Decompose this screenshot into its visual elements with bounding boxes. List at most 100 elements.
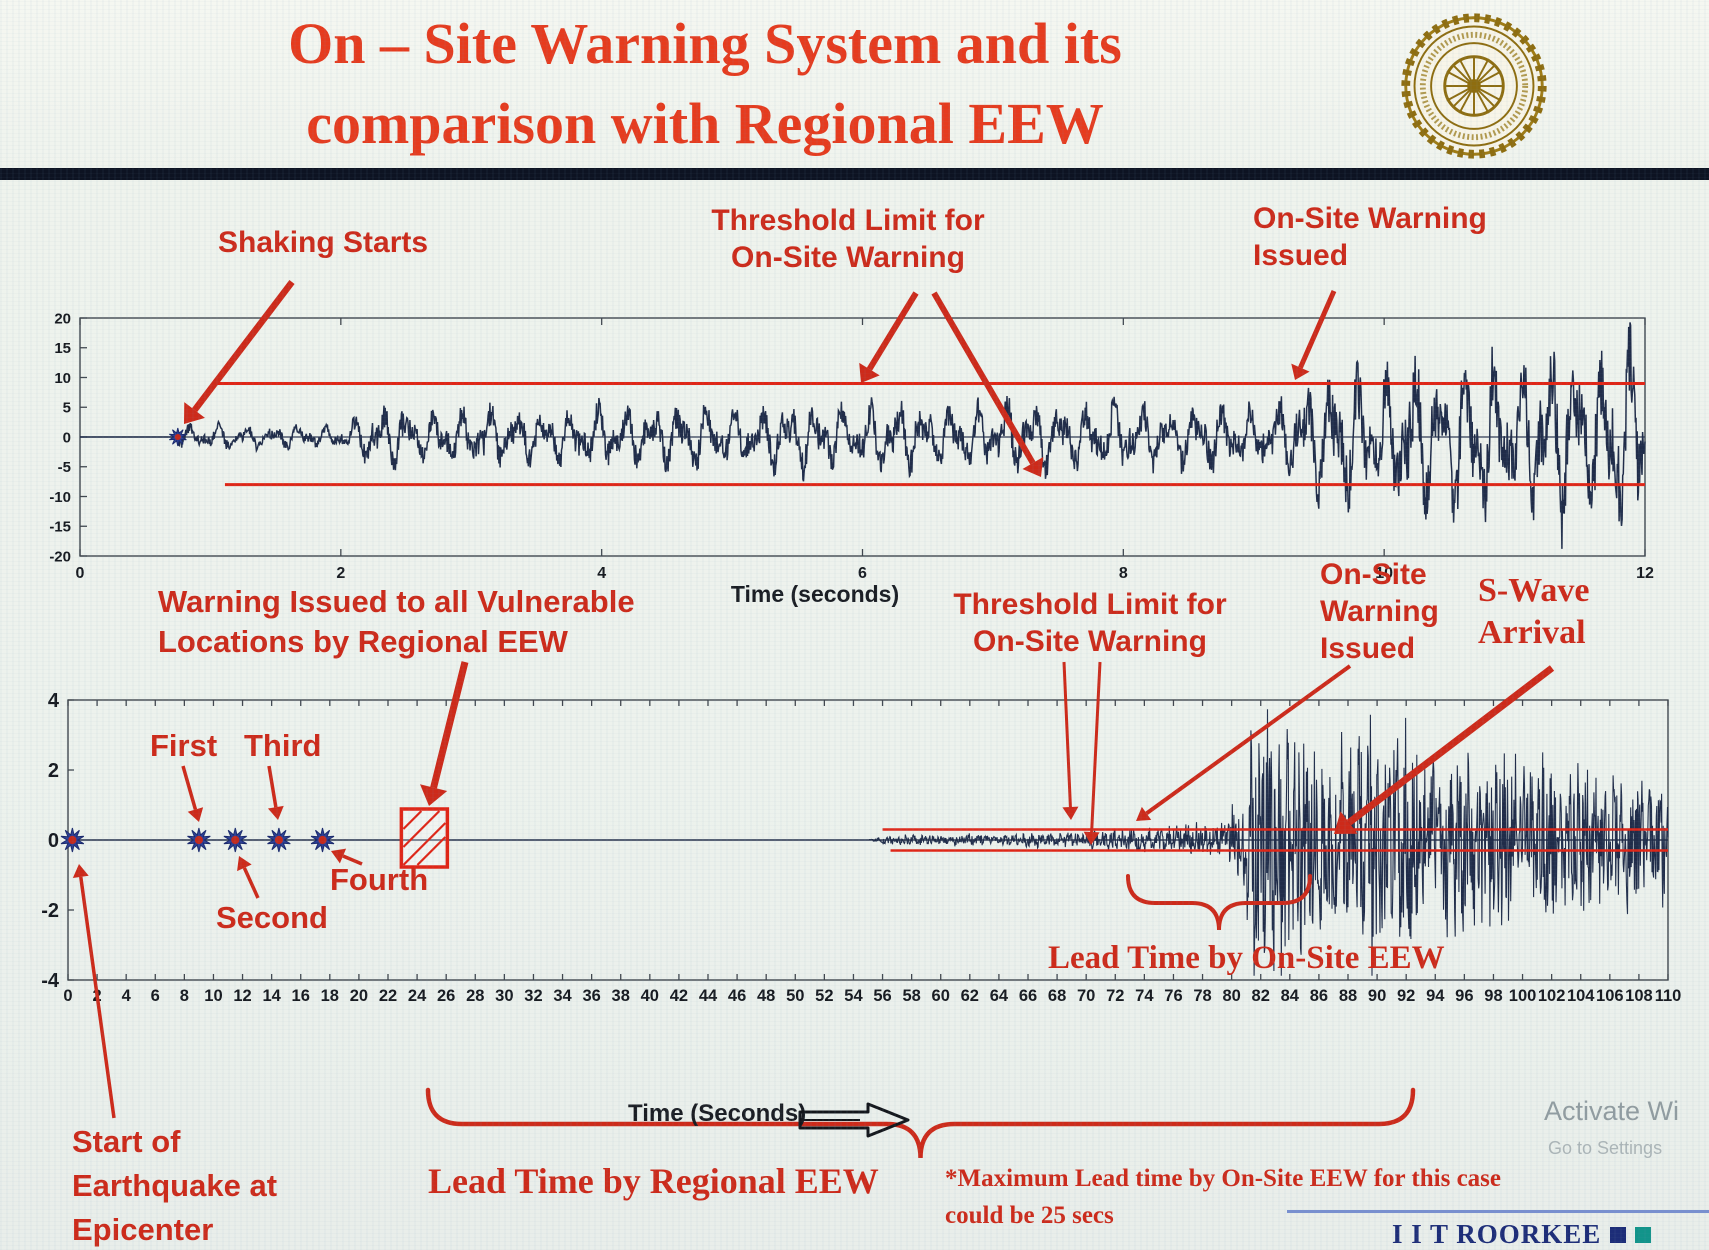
svg-text:36: 36 <box>582 987 600 1005</box>
annotation-lead-time-regional: Lead Time by Regional EEW <box>428 1161 879 1201</box>
svg-text:64: 64 <box>990 987 1009 1005</box>
svg-text:12: 12 <box>1636 565 1654 582</box>
svg-text:4: 4 <box>122 987 132 1005</box>
svg-text:10: 10 <box>204 987 222 1005</box>
svg-text:60: 60 <box>932 987 950 1005</box>
svg-text:66: 66 <box>1019 987 1037 1005</box>
svg-text:50: 50 <box>786 987 804 1005</box>
svg-text:6: 6 <box>151 987 160 1005</box>
annotation-lead-time-onsite: Lead Time by On-Site EEW <box>1048 940 1445 976</box>
annotation-second: Second <box>216 900 328 935</box>
title-divider <box>0 168 1709 180</box>
svg-text:80: 80 <box>1222 987 1240 1005</box>
svg-text:4: 4 <box>597 565 606 582</box>
svg-text:24: 24 <box>408 987 427 1005</box>
svg-text:96: 96 <box>1455 987 1473 1005</box>
title-line-1: On – Site Warning System and its <box>288 11 1122 76</box>
svg-text:48: 48 <box>757 987 775 1005</box>
top-chart-x-axis-title: Time (seconds) <box>730 581 900 607</box>
svg-text:14: 14 <box>262 987 281 1005</box>
annotation-onsite-warning-issued-bottom: On-Site Warning Issued <box>1320 558 1439 665</box>
svg-text:8: 8 <box>180 987 189 1005</box>
title-line-2: comparison with Regional EEW <box>306 91 1104 156</box>
annotation-regional-warning: Warning Issued to all Vulnerable Locatio… <box>158 584 635 659</box>
svg-text:2: 2 <box>48 760 59 782</box>
annotation-footnote: *Maximum Lead time by On-Site EEW for th… <box>945 1165 1502 1229</box>
svg-text:-5: -5 <box>58 459 71 476</box>
svg-text:2: 2 <box>336 565 345 582</box>
svg-text:68: 68 <box>1048 987 1066 1005</box>
svg-text:102: 102 <box>1538 987 1566 1005</box>
svg-text:-20: -20 <box>49 548 71 565</box>
svg-text:-4: -4 <box>41 970 60 992</box>
svg-text:18: 18 <box>321 987 339 1005</box>
svg-text:22: 22 <box>379 987 397 1005</box>
svg-text:46: 46 <box>728 987 746 1005</box>
svg-text:86: 86 <box>1310 987 1328 1005</box>
svg-text:72: 72 <box>1106 987 1124 1005</box>
svg-text:16: 16 <box>292 987 310 1005</box>
brand-square-teal <box>1635 1227 1652 1243</box>
svg-text:32: 32 <box>524 987 542 1005</box>
activation-watermark-line1: Activate Wi <box>1544 1096 1680 1126</box>
svg-text:8: 8 <box>1119 565 1128 582</box>
svg-text:88: 88 <box>1339 987 1357 1005</box>
svg-text:10: 10 <box>1375 565 1393 582</box>
annotation-threshold-bottom: Threshold Limit for On-Site Warning <box>953 588 1227 658</box>
svg-text:20: 20 <box>350 987 368 1005</box>
activation-watermark-line2: Go to Settings <box>1548 1138 1663 1158</box>
slide-title: On – Site Warning System and its compari… <box>45 4 1365 164</box>
svg-text:54: 54 <box>844 987 863 1005</box>
brand-square-navy <box>1610 1227 1627 1243</box>
bottom-chart-x-axis-title: Time (Seconds) <box>628 1100 807 1127</box>
svg-text:110: 110 <box>1655 987 1682 1005</box>
svg-text:5: 5 <box>63 400 71 417</box>
svg-text:12: 12 <box>233 987 251 1005</box>
annotation-epicenter: Start of Earthquake at Epicenter <box>72 1124 278 1247</box>
annotation-third: Third <box>244 728 322 763</box>
iit-roorkee-wordmark: I I T ROORKEE <box>1392 1219 1652 1250</box>
svg-text:92: 92 <box>1397 987 1415 1005</box>
svg-text:74: 74 <box>1135 987 1154 1005</box>
annotation-onsite-warning-issued-top: On-Site Warning Issued <box>1253 202 1487 272</box>
svg-text:42: 42 <box>670 987 688 1005</box>
svg-text:-10: -10 <box>49 489 71 506</box>
svg-text:0: 0 <box>63 429 71 446</box>
svg-text:78: 78 <box>1193 987 1211 1005</box>
svg-text:52: 52 <box>815 987 833 1005</box>
iit-roorkee-logo <box>1401 13 1547 159</box>
svg-text:106: 106 <box>1596 987 1624 1005</box>
svg-text:34: 34 <box>553 987 572 1005</box>
svg-text:56: 56 <box>873 987 891 1005</box>
svg-text:70: 70 <box>1077 987 1095 1005</box>
svg-text:15: 15 <box>54 340 71 357</box>
svg-text:38: 38 <box>612 987 630 1005</box>
svg-text:0: 0 <box>63 987 72 1005</box>
annotation-shaking-starts: Shaking Starts <box>218 226 429 259</box>
svg-text:30: 30 <box>495 987 513 1005</box>
svg-text:0: 0 <box>48 830 59 852</box>
svg-text:4: 4 <box>48 690 60 712</box>
svg-text:44: 44 <box>699 987 718 1005</box>
svg-text:10: 10 <box>54 370 71 387</box>
svg-text:26: 26 <box>437 987 455 1005</box>
svg-text:94: 94 <box>1426 987 1445 1005</box>
svg-text:62: 62 <box>961 987 979 1005</box>
svg-text:104: 104 <box>1567 987 1595 1005</box>
time-axis-arrow-icon <box>798 1102 910 1138</box>
annotation-first: First <box>150 728 218 763</box>
svg-text:98: 98 <box>1484 987 1502 1005</box>
footer-divider-line <box>1287 1210 1709 1213</box>
annotation-s-wave-arrival: S-Wave Arrival <box>1478 572 1590 651</box>
svg-text:-2: -2 <box>41 900 59 922</box>
svg-text:0: 0 <box>76 565 85 582</box>
svg-text:20: 20 <box>54 310 71 327</box>
svg-text:40: 40 <box>641 987 659 1005</box>
annotation-threshold-top: Threshold Limit for On-Site Warning <box>711 204 985 274</box>
svg-text:84: 84 <box>1281 987 1300 1005</box>
svg-text:82: 82 <box>1252 987 1270 1005</box>
svg-text:76: 76 <box>1164 987 1182 1005</box>
annotation-fourth: Fourth <box>330 862 429 897</box>
